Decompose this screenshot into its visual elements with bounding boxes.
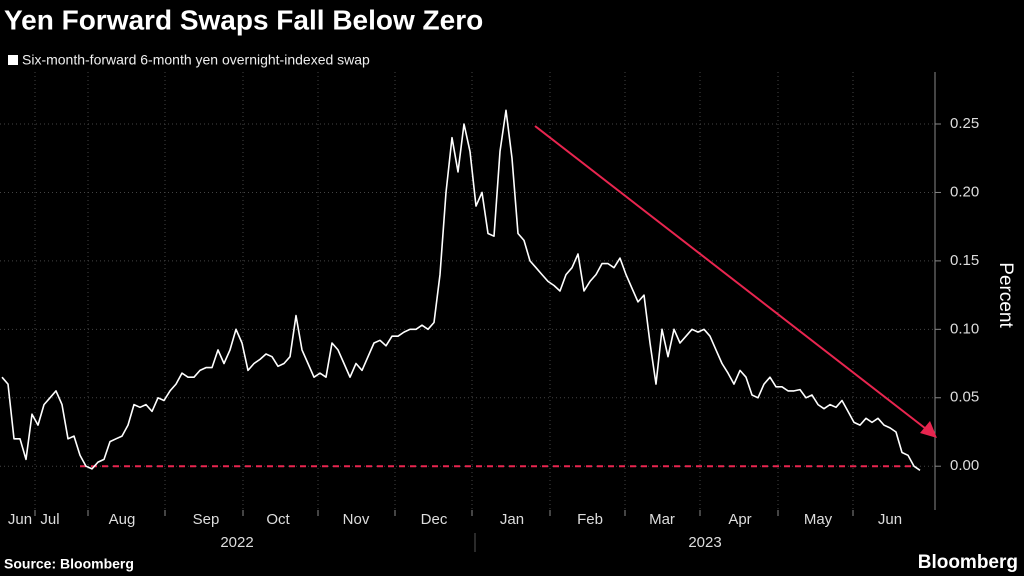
y-axis-label: Percent xyxy=(995,262,1016,328)
y-tick-label: 0.15 xyxy=(950,252,979,269)
y-tick-label: 0.25 xyxy=(950,115,979,132)
x-tick-label: May xyxy=(804,511,833,528)
y-tick-label: 0.00 xyxy=(950,457,979,474)
year-label: 2022 xyxy=(220,534,253,551)
year-label: 2023 xyxy=(688,534,721,551)
x-tick-label: Jun xyxy=(8,511,32,528)
trend-arrowhead xyxy=(920,421,937,438)
x-tick-label: Jul xyxy=(40,511,59,528)
chart-title: Yen Forward Swaps Fall Below Zero xyxy=(4,4,483,35)
trend-arrow xyxy=(534,125,931,433)
x-tick-label: Dec xyxy=(421,511,448,528)
x-tick-label: Oct xyxy=(266,511,290,528)
x-tick-label: Nov xyxy=(343,511,370,528)
series-line xyxy=(1,109,921,471)
y-tick-label: 0.10 xyxy=(950,320,979,337)
source: Source: Bloomberg xyxy=(4,556,134,572)
legend-label: Six-month-forward 6-month yen overnight-… xyxy=(22,52,370,68)
x-tick-label: Aug xyxy=(109,511,136,528)
x-tick-label: Jan xyxy=(500,511,524,528)
legend-swatch xyxy=(8,55,18,65)
y-tick-label: 0.05 xyxy=(950,389,979,406)
y-tick-label: 0.20 xyxy=(950,183,979,200)
x-tick-label: Jun xyxy=(878,511,902,528)
brand: Bloomberg xyxy=(918,552,1018,573)
x-tick-label: Apr xyxy=(728,511,751,528)
x-tick-label: Sep xyxy=(193,511,220,528)
x-tick-label: Feb xyxy=(577,511,603,528)
x-tick-label: Mar xyxy=(649,511,675,528)
